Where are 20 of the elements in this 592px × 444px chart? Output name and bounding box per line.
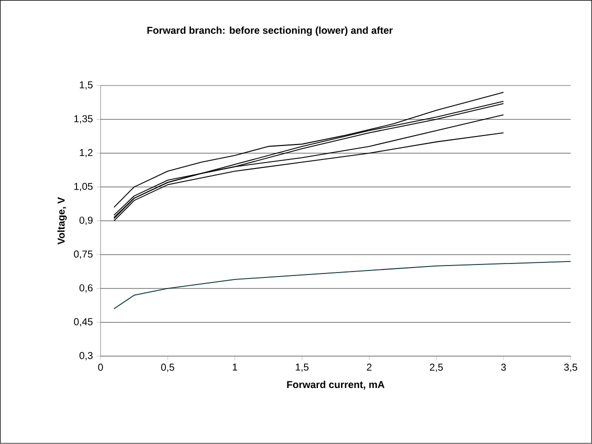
y-tick-label: 0,6 [80,284,93,293]
x-tick-label: 0 [98,364,103,371]
x-tick-label: 2,5 [430,364,443,372]
x-tick-label: 1,5 [296,364,309,372]
y-tick-label: 0,3 [80,352,93,360]
y-axis-title: Voltage, V [57,197,67,245]
x-axis-title: Forward current, mA [287,380,384,390]
y-tick-label: 0,9 [80,216,93,226]
y-tick-label: 1,05 [74,183,93,192]
x-tick-label: 2 [366,364,372,371]
y-tick-label: 0,75 [74,250,93,259]
y-tick-label: 1,5 [80,82,93,90]
y-tick-label: 1,2 [80,149,93,158]
x-tick-label: 0,5 [161,364,174,372]
chart-title: Forward branch: before sectioning (lower) and after [147,26,393,36]
x-tick-label: 3,5 [564,364,578,372]
x-tick-label: 3 [501,364,506,371]
y-tick-label: 1,35 [74,115,93,124]
x-tick-label: 1 [232,364,238,371]
y-tick-label: 0,45 [74,318,93,327]
